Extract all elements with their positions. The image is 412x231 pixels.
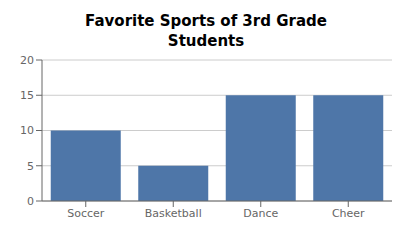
svg-text:Basketball: Basketball — [145, 207, 202, 220]
svg-text:0: 0 — [27, 195, 34, 208]
svg-text:Soccer: Soccer — [67, 207, 105, 220]
svg-text:5: 5 — [27, 160, 34, 173]
svg-text:Cheer: Cheer — [332, 207, 365, 220]
svg-text:Dance: Dance — [243, 207, 278, 220]
html-text:Favorite Sports of 3rd Grade: Favorite Sports of 3rd Grade — [85, 12, 327, 30]
html-text:Students: Students — [167, 32, 245, 50]
svg-text:10: 10 — [20, 124, 34, 137]
svg-text:20: 20 — [20, 54, 34, 67]
svg-text:15: 15 — [20, 89, 34, 102]
